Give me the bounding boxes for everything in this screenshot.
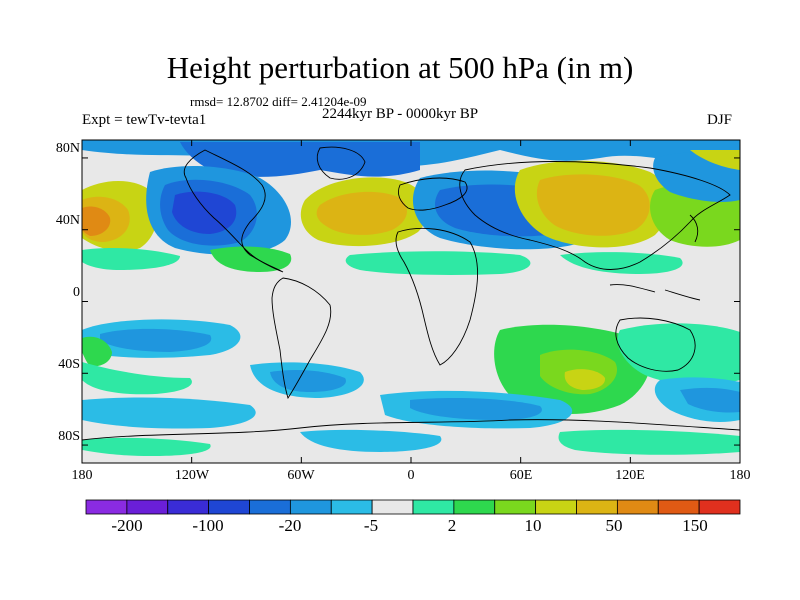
contour-sh-green-pac2 xyxy=(82,362,192,395)
contour-tropical-green-pac xyxy=(82,248,180,270)
season-label: DJF xyxy=(707,112,733,128)
colorbar-label-4: -5 xyxy=(363,516,379,535)
colorbar-swatch-6 xyxy=(330,499,373,515)
lon-label-120w: 120W xyxy=(174,468,210,483)
contour-arctic-high xyxy=(690,150,740,170)
colorbar-swatch-12 xyxy=(576,499,618,515)
axis-ticks xyxy=(81,140,741,463)
contour-asia-high-core xyxy=(536,174,650,236)
lon-label-60w: 60W xyxy=(287,468,315,483)
contour-tropical-green-east xyxy=(560,252,683,274)
contour-sh-yellow-atl xyxy=(564,369,606,390)
contour-sh-blue-west xyxy=(100,328,212,352)
lat-label-40n: 40N xyxy=(55,213,80,228)
colorbar-swatch-1 xyxy=(126,499,169,515)
contour-antarctic-green-west xyxy=(82,437,211,456)
colorbar-swatch-0 xyxy=(85,499,128,515)
colorbar-label-3: -20 xyxy=(278,516,302,535)
contour-sh-blue-drake xyxy=(270,370,346,392)
colorbar-swatch-7 xyxy=(371,499,414,515)
colorbar-swatch-13 xyxy=(616,499,659,515)
colorbar-swatch-5 xyxy=(289,499,332,515)
colorbar-swatch-11 xyxy=(535,499,577,515)
lon-label-180w: 180 xyxy=(71,468,93,483)
contour-sh-green-pac xyxy=(82,336,112,367)
time-period: 2244kyr BP - 0000kyr BP xyxy=(322,106,479,122)
contour-atlantic-high-core xyxy=(316,191,407,235)
coast-japan xyxy=(689,214,699,243)
page-title: Height perturbation at 500 hPa (in m) xyxy=(166,50,634,85)
lon-label-180e: 180 xyxy=(729,468,751,483)
colorbar-swatch-10 xyxy=(494,499,537,515)
rmsd-diff-stats: rmsd= 12.8702 diff= 2.41204e-09 xyxy=(190,94,367,109)
coastlines xyxy=(82,146,740,441)
lat-label-40s: 40S xyxy=(58,357,80,372)
coast-indonesia xyxy=(609,284,701,301)
colorbar-swatch-9 xyxy=(453,499,496,515)
coast-asia xyxy=(459,161,731,270)
contour-greenland-low xyxy=(180,142,420,177)
colorbar-swatch-3 xyxy=(208,499,250,515)
colorbar-swatch-14 xyxy=(657,499,700,515)
contour-antarctic-green-east xyxy=(558,429,740,455)
lat-label-0: 0 xyxy=(73,285,80,300)
contour-antarctic-cyan-mid xyxy=(300,429,442,452)
contour-tropical-green-west xyxy=(210,246,292,272)
coast-greenland xyxy=(316,146,366,180)
colorbar-swatch-8 xyxy=(412,499,455,515)
experiment-label: Expt = tewTv-tevta1 xyxy=(82,112,207,128)
coast-north-america xyxy=(183,149,284,273)
colorbar-label-7: 50 xyxy=(605,516,623,535)
contour-sh-cyan-south xyxy=(82,397,256,429)
contour-sh-blue-south2 xyxy=(410,398,542,420)
colorbar-label-2: -100 xyxy=(192,516,224,535)
coast-europe xyxy=(397,177,468,211)
lat-label-80n: 80N xyxy=(55,141,80,156)
coast-south-america xyxy=(271,277,332,400)
colorbar-label-1: -200 xyxy=(111,516,143,535)
colorbar-swatch-15 xyxy=(698,499,741,515)
lat-label-80s: 80S xyxy=(58,429,80,444)
contour-tropical-green-atl xyxy=(345,251,531,275)
colorbar-swatch-2 xyxy=(167,499,210,515)
coast-antarctica xyxy=(82,419,740,441)
lon-label-120e: 120E xyxy=(615,468,645,483)
lon-label-0: 0 xyxy=(407,468,415,483)
coast-africa xyxy=(395,227,478,366)
lon-label-60e: 60E xyxy=(509,468,533,483)
colorbar-label-8: 150 xyxy=(682,516,708,535)
coast-australia xyxy=(615,317,696,372)
colorbar-label-6: 10 xyxy=(524,516,542,535)
contour-sh-green-ind xyxy=(617,323,740,385)
colorbar xyxy=(85,499,741,515)
contour-sh-blue-ind xyxy=(680,387,740,413)
colorbar-label-5: 2 xyxy=(447,516,457,535)
map-field xyxy=(82,140,740,463)
contour-pacific-high-center xyxy=(82,206,111,236)
colorbar-swatch-4 xyxy=(249,499,291,515)
